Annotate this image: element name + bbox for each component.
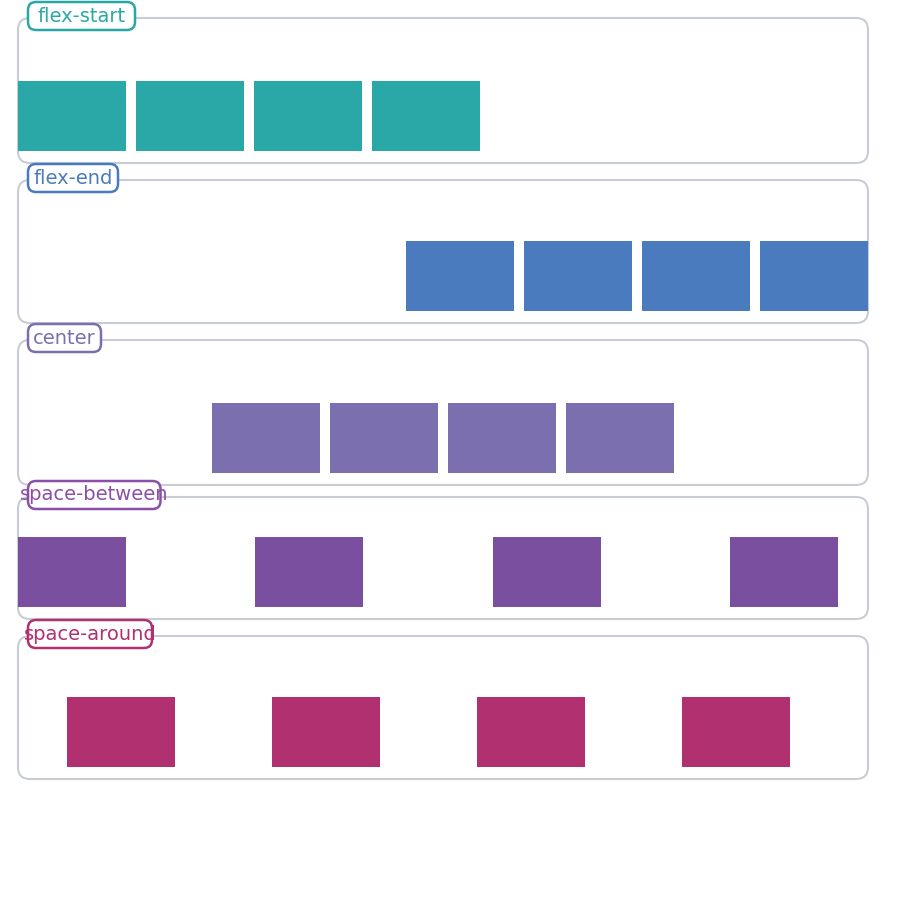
FancyBboxPatch shape: [18, 180, 868, 323]
FancyBboxPatch shape: [476, 697, 584, 767]
FancyBboxPatch shape: [254, 81, 362, 151]
FancyBboxPatch shape: [212, 403, 320, 473]
FancyBboxPatch shape: [28, 620, 152, 648]
FancyBboxPatch shape: [67, 697, 175, 767]
FancyBboxPatch shape: [492, 537, 600, 607]
FancyBboxPatch shape: [760, 241, 868, 311]
FancyBboxPatch shape: [372, 81, 480, 151]
FancyBboxPatch shape: [524, 241, 632, 311]
FancyBboxPatch shape: [681, 697, 789, 767]
Text: flex-start: flex-start: [38, 6, 126, 25]
FancyBboxPatch shape: [18, 18, 868, 163]
FancyBboxPatch shape: [136, 81, 244, 151]
FancyBboxPatch shape: [448, 403, 556, 473]
FancyBboxPatch shape: [256, 537, 364, 607]
FancyBboxPatch shape: [18, 537, 126, 607]
FancyBboxPatch shape: [28, 324, 101, 352]
FancyBboxPatch shape: [566, 403, 674, 473]
Text: flex-end: flex-end: [33, 168, 112, 187]
FancyBboxPatch shape: [642, 241, 750, 311]
Text: center: center: [33, 328, 96, 347]
FancyBboxPatch shape: [18, 636, 868, 779]
FancyBboxPatch shape: [18, 497, 868, 619]
FancyBboxPatch shape: [18, 81, 126, 151]
FancyBboxPatch shape: [18, 340, 868, 485]
FancyBboxPatch shape: [28, 2, 135, 30]
Text: space-between: space-between: [20, 485, 168, 505]
FancyBboxPatch shape: [28, 164, 118, 192]
Text: space-around: space-around: [23, 625, 157, 643]
FancyBboxPatch shape: [330, 403, 438, 473]
FancyBboxPatch shape: [28, 481, 160, 509]
FancyBboxPatch shape: [272, 697, 380, 767]
FancyBboxPatch shape: [406, 241, 514, 311]
FancyBboxPatch shape: [730, 537, 838, 607]
